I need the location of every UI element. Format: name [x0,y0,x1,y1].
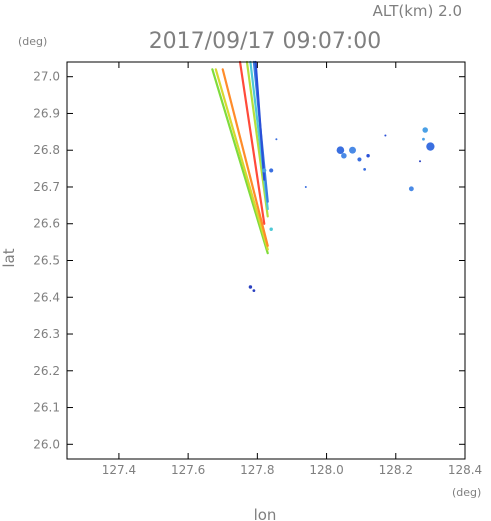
echo-patch-16 [422,137,425,141]
echo-patch-6 [336,146,345,155]
chart-title: 2017/09/17 09:07:00 [149,29,382,54]
echo-streak-0 [211,68,269,255]
x-tick-label: 127.4 [102,463,136,477]
echo-patch-9 [357,157,362,162]
x-tick-label: 127.8 [240,463,274,477]
echo-streak-4 [245,60,269,218]
y-tick-label: 26.4 [33,290,60,304]
echo-patch-7 [341,152,347,159]
echo-patch-3 [275,138,278,141]
echo-patch-4 [248,285,253,289]
y-tick-label: 26.5 [33,254,60,268]
echo-patch-18 [304,185,307,188]
echo-streak-7 [254,60,266,181]
plot-frame [66,61,466,460]
x-tick-label: 128.0 [309,463,343,477]
x-tick-label: 128.4 [448,463,482,477]
y-axis-label: lat [0,248,18,267]
echo-streak-3 [238,60,266,225]
echo-patch-2 [269,227,273,231]
echo-patch-14 [422,127,428,133]
echo-patch-0 [262,168,267,173]
y-unit-label: (deg) [18,35,47,48]
data-layer [211,60,435,293]
echo-streak-5 [249,60,269,211]
y-tick-label: 27.0 [33,70,60,84]
y-tick-label: 26.0 [33,437,60,451]
echo-patch-17 [419,160,422,163]
y-tick-label: 26.8 [33,143,60,157]
echo-patch-8 [349,146,356,154]
echo-streak-2 [221,68,269,247]
echo-patch-13 [408,186,414,192]
y-tick-label: 26.1 [33,401,60,415]
x-tick-label: 127.6 [171,463,205,477]
y-tick-label: 26.3 [33,327,60,341]
echo-patch-5 [252,289,256,293]
y-tick-label: 26.7 [33,180,60,194]
echo-patch-15 [426,142,435,151]
altitude-label: ALT(km) 2.0 [373,2,462,20]
echo-patch-10 [366,154,370,158]
echo-streak-1 [214,68,269,251]
x-unit-label: (deg) [452,486,481,499]
x-axis-label: lon [254,506,277,521]
ticks-layer: 127.4 127.6 127.8 128.0 128.2 128.4 26.0 26.1 26… [33,62,482,477]
echo-patch-11 [363,167,367,171]
y-tick-label: 26.9 [33,106,60,120]
echo-patch-12 [384,134,387,137]
echo-patch-1 [269,168,274,173]
y-tick-label: 26.2 [33,364,60,378]
x-tick-label: 128.2 [379,463,413,477]
y-tick-label: 26.6 [33,217,60,231]
